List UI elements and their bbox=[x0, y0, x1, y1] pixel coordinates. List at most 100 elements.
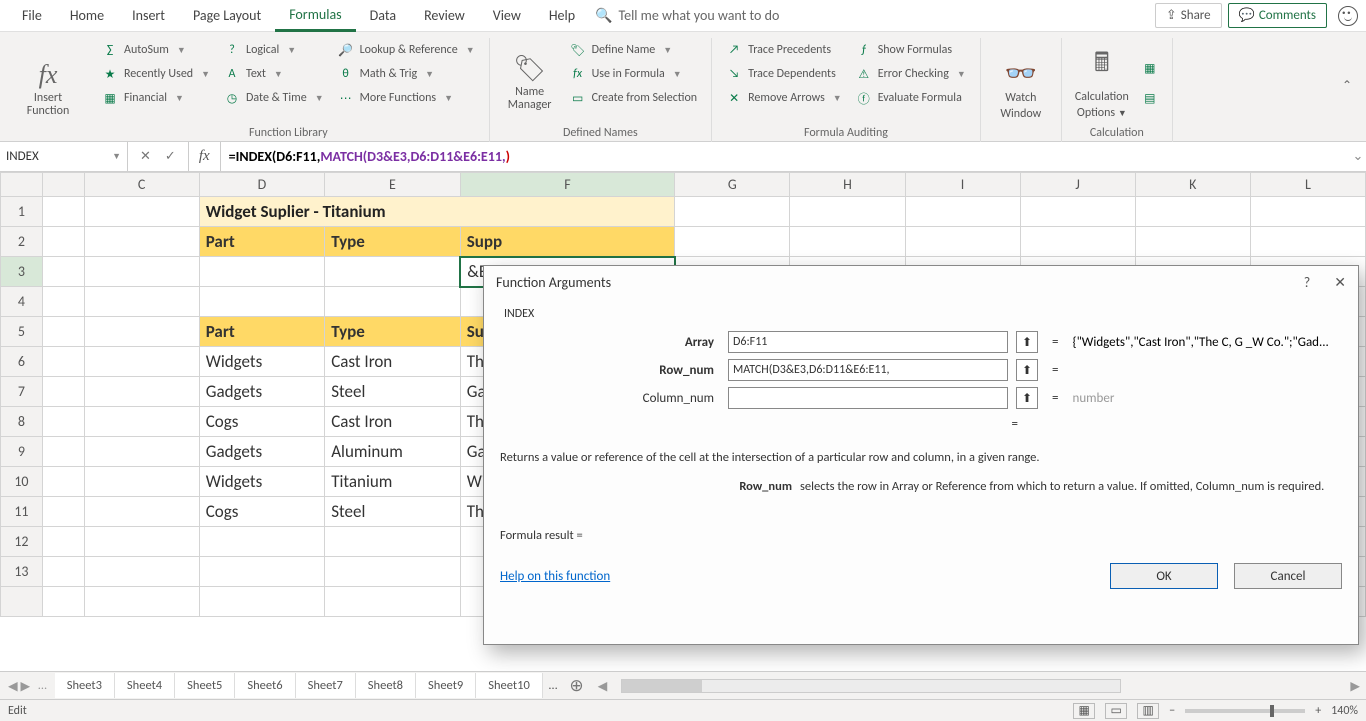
watch-window-button[interactable]: 👓 Watch Window bbox=[991, 38, 1051, 140]
row-header-9[interactable]: 9 bbox=[1, 437, 43, 467]
dialog-help-icon[interactable]: ? bbox=[1304, 274, 1311, 291]
calculation-options-button[interactable]: 🖩 Calculation Options ▼ bbox=[1072, 38, 1132, 126]
show-formulas-button[interactable]: ƒShow Formulas bbox=[852, 40, 970, 60]
menu-data[interactable]: Data bbox=[356, 1, 410, 30]
col-header-L[interactable]: L bbox=[1250, 173, 1365, 197]
tab-sheet10[interactable]: Sheet10 bbox=[476, 673, 543, 698]
tab-sheet9[interactable]: Sheet9 bbox=[416, 673, 476, 698]
formula-expand-button[interactable]: ⌄ bbox=[1350, 142, 1366, 171]
tab-sheet8[interactable]: Sheet8 bbox=[356, 673, 416, 698]
enter-check-icon[interactable]: ✓ bbox=[165, 149, 176, 164]
cell-E9[interactable]: Aluminum bbox=[325, 437, 461, 467]
tab-sheet6[interactable]: Sheet6 bbox=[235, 673, 295, 698]
autosum-button[interactable]: ∑AutoSum▼ bbox=[98, 40, 214, 60]
row-header-11[interactable]: 11 bbox=[1, 497, 43, 527]
dialog-cancel-button[interactable]: Cancel bbox=[1234, 563, 1342, 589]
text-button[interactable]: AText▼ bbox=[220, 64, 328, 84]
cell-D6[interactable]: Widgets bbox=[199, 347, 324, 377]
tab-sheet4[interactable]: Sheet4 bbox=[115, 673, 175, 698]
cell-E7[interactable]: Steel bbox=[325, 377, 461, 407]
cell-D5[interactable]: Part bbox=[199, 317, 324, 347]
row-header-4[interactable]: 4 bbox=[1, 287, 43, 317]
page-break-view-button[interactable]: ▥ bbox=[1137, 703, 1159, 719]
insert-function-button[interactable]: fx Insert Function bbox=[18, 38, 78, 140]
create-from-selection-button[interactable]: ▭Create from Selection bbox=[566, 88, 702, 108]
cell-D10[interactable]: Widgets bbox=[199, 467, 324, 497]
calc-sheet-button[interactable]: ▤ bbox=[1138, 88, 1162, 108]
col-header-E[interactable]: E bbox=[325, 173, 461, 197]
cell-F2[interactable]: Supp bbox=[460, 227, 675, 257]
chevron-down-icon[interactable]: ▼ bbox=[112, 151, 121, 162]
arg-input-colnum[interactable] bbox=[728, 387, 1008, 409]
cell-E2[interactable]: Type bbox=[325, 227, 461, 257]
row-header-1[interactable]: 1 bbox=[1, 197, 43, 227]
tab-sheet7[interactable]: Sheet7 bbox=[296, 673, 356, 698]
page-layout-view-button[interactable]: ▭ bbox=[1105, 703, 1127, 719]
share-button[interactable]: ⇪ Share bbox=[1155, 3, 1222, 28]
menu-insert[interactable]: Insert bbox=[118, 1, 179, 30]
more-functions-button[interactable]: ⋯More Functions▼ bbox=[334, 88, 479, 108]
row-header-5[interactable]: 5 bbox=[1, 317, 43, 347]
row-header-8[interactable]: 8 bbox=[1, 407, 43, 437]
col-header-J[interactable]: J bbox=[1020, 173, 1135, 197]
zoom-out-button[interactable]: − bbox=[1169, 704, 1175, 718]
use-in-formula-button[interactable]: fxUse in Formula▼ bbox=[566, 64, 702, 84]
cancel-x-icon[interactable]: ✕ bbox=[140, 149, 151, 164]
cell-D2[interactable]: Part bbox=[199, 227, 324, 257]
row-header-10[interactable]: 10 bbox=[1, 467, 43, 497]
financial-button[interactable]: ▦Financial▼ bbox=[98, 88, 214, 108]
zoom-slider[interactable] bbox=[1185, 709, 1305, 713]
fx-button[interactable]: fx bbox=[189, 142, 221, 171]
zoom-in-button[interactable]: + bbox=[1315, 704, 1321, 718]
col-header-I[interactable]: I bbox=[905, 173, 1020, 197]
feedback-smiley-icon[interactable] bbox=[1338, 6, 1358, 26]
col-header-D[interactable]: D bbox=[199, 173, 324, 197]
cell-D7[interactable]: Gadgets bbox=[199, 377, 324, 407]
tab-nav-buttons[interactable]: ◀ ▶ … bbox=[0, 678, 55, 694]
col-header-G[interactable]: G bbox=[675, 173, 790, 197]
trace-dependents-button[interactable]: ↘Trace Dependents bbox=[722, 64, 846, 84]
row-header-3[interactable]: 3 bbox=[1, 257, 43, 287]
cell-E10[interactable]: Titanium bbox=[325, 467, 461, 497]
lookup-reference-button[interactable]: 🔎Lookup & Reference▼ bbox=[334, 40, 479, 60]
tab-scroll-left[interactable]: ◀ bbox=[592, 678, 614, 694]
name-manager-button[interactable]: 🏷 Name Manager bbox=[500, 38, 560, 126]
arg-ref-button-array[interactable]: ⬆ bbox=[1016, 331, 1038, 353]
arg-ref-button-colnum[interactable]: ⬆ bbox=[1016, 387, 1038, 409]
menu-help[interactable]: Help bbox=[535, 1, 589, 30]
arg-input-array[interactable]: D6:F11 bbox=[728, 331, 1008, 353]
menu-view[interactable]: View bbox=[479, 1, 535, 30]
tell-me-search[interactable]: 🔍 Tell me what you want to do bbox=[595, 7, 779, 24]
row-header-12[interactable]: 12 bbox=[1, 527, 43, 557]
menu-formulas[interactable]: Formulas bbox=[275, 0, 355, 32]
row-header-7[interactable]: 7 bbox=[1, 377, 43, 407]
cell-D8[interactable]: Cogs bbox=[199, 407, 324, 437]
row-header-2[interactable]: 2 bbox=[1, 227, 43, 257]
col-header-C[interactable]: C bbox=[84, 173, 199, 197]
menu-file[interactable]: File bbox=[8, 1, 56, 30]
normal-view-button[interactable]: ▦ bbox=[1073, 703, 1095, 719]
dialog-close-icon[interactable]: ✕ bbox=[1334, 274, 1346, 291]
recently-used-button[interactable]: ★Recently Used▼ bbox=[98, 64, 214, 84]
dialog-help-link[interactable]: Help on this function bbox=[500, 569, 610, 584]
row-header-14[interactable] bbox=[1, 587, 43, 617]
evaluate-formula-button[interactable]: ⓕEvaluate Formula bbox=[852, 88, 970, 108]
error-checking-button[interactable]: ⚠Error Checking▼ bbox=[852, 64, 970, 84]
arg-input-rownum[interactable]: MATCH(D3&E3,D6:D11&E6:E11, bbox=[728, 359, 1008, 381]
tab-scroll-right[interactable]: ▶ bbox=[1344, 678, 1366, 694]
remove-arrows-button[interactable]: ✕Remove Arrows▼ bbox=[722, 88, 846, 108]
dialog-titlebar[interactable]: Function Arguments ? ✕ bbox=[484, 266, 1358, 299]
cell-D11[interactable]: Cogs bbox=[199, 497, 324, 527]
col-header-B[interactable] bbox=[42, 173, 84, 197]
zoom-level[interactable]: 140% bbox=[1331, 704, 1358, 718]
logical-button[interactable]: ?Logical▼ bbox=[220, 40, 328, 60]
comments-button[interactable]: 💬 Comments bbox=[1228, 3, 1327, 28]
formula-input[interactable]: =INDEX(D6:F11,MATCH(D3&E3,D6:D11&E6:E11,… bbox=[221, 142, 1350, 171]
cell-E6[interactable]: Cast Iron bbox=[325, 347, 461, 377]
trace-precedents-button[interactable]: ↗Trace Precedents bbox=[722, 40, 846, 60]
cell-E5[interactable]: Type bbox=[325, 317, 461, 347]
select-all-corner[interactable] bbox=[1, 173, 43, 197]
col-header-H[interactable]: H bbox=[790, 173, 905, 197]
date-time-button[interactable]: ◷Date & Time▼ bbox=[220, 88, 328, 108]
calc-now-button[interactable]: ▦ bbox=[1138, 58, 1162, 78]
